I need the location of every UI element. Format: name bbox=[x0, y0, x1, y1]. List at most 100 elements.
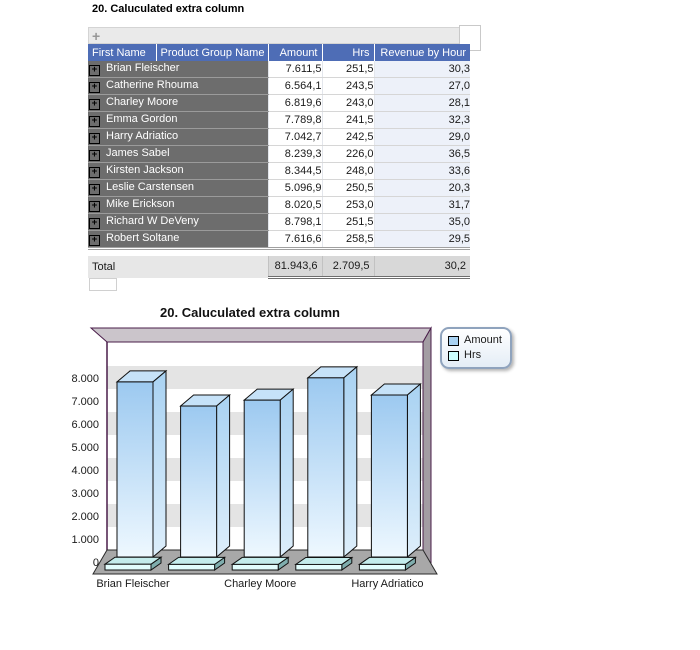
expand-icon[interactable]: + bbox=[89, 201, 100, 212]
row-revenue: 27,0 bbox=[373, 77, 470, 95]
row-amount: 7.042,7 bbox=[267, 128, 322, 146]
row-hrs: 251,5 bbox=[321, 61, 374, 78]
legend-label-hrs: Hrs bbox=[464, 349, 482, 361]
row-amount: 6.819,6 bbox=[267, 94, 322, 112]
chart-frame-right bbox=[422, 326, 432, 570]
row-hrs: 243,5 bbox=[321, 77, 374, 95]
row-name: Charley Moore bbox=[106, 96, 179, 108]
expand-icon[interactable]: + bbox=[89, 218, 100, 229]
row-name-cell[interactable]: + Richard W DeVeny bbox=[88, 213, 268, 231]
table-row: + Mike Erickson 8.020,5 253,0 31,7 bbox=[88, 196, 470, 214]
y-tick-label: 7.000 bbox=[71, 396, 99, 408]
row-hrs: 248,0 bbox=[321, 162, 374, 180]
spacer-row bbox=[88, 248, 470, 256]
row-name-cell[interactable]: + Catherine Rhouma bbox=[88, 77, 268, 95]
expand-icon[interactable]: + bbox=[89, 65, 100, 76]
row-name: Leslie Carstensen bbox=[106, 181, 195, 193]
row-revenue: 33,6 bbox=[373, 162, 470, 180]
expand-icon[interactable]: + bbox=[89, 116, 100, 127]
chart-legend: Amount Hrs bbox=[440, 327, 512, 369]
row-name: Harry Adriatico bbox=[106, 130, 179, 142]
expand-icon[interactable]: + bbox=[89, 150, 100, 161]
spacer-cell bbox=[88, 248, 470, 256]
table-body: + Brian Fleischer 7.611,5 251,5 30,3 + Catheri… bbox=[88, 61, 470, 250]
footer-empty-cell bbox=[89, 278, 117, 291]
row-name: Catherine Rhouma bbox=[106, 79, 199, 91]
row-name-cell[interactable]: + Emma Gordon bbox=[88, 111, 268, 129]
expand-icon[interactable]: + bbox=[89, 99, 100, 110]
row-amount: 7.789,8 bbox=[267, 111, 322, 129]
row-revenue: 28,1 bbox=[373, 94, 470, 112]
y-tick-label: 4.000 bbox=[71, 465, 99, 477]
expand-icon[interactable]: + bbox=[89, 133, 100, 144]
row-amount: 8.798,1 bbox=[267, 213, 322, 231]
table-title: 20. Caluculated extra column bbox=[92, 3, 245, 15]
table-row: + Charley Moore 6.819,6 243,0 28,1 bbox=[88, 94, 470, 112]
row-amount: 6.564,1 bbox=[267, 77, 322, 95]
amount-bar-2 bbox=[242, 388, 295, 559]
x-tick-label: Brian Fleischer bbox=[96, 578, 170, 590]
row-hrs: 243,0 bbox=[321, 94, 374, 112]
row-amount: 8.239,3 bbox=[267, 145, 322, 163]
table-toolbar: + bbox=[88, 27, 460, 44]
row-revenue: 29,0 bbox=[373, 128, 470, 146]
col-header-product-group[interactable]: Product Group Name bbox=[156, 44, 269, 61]
expand-icon[interactable]: + bbox=[89, 184, 100, 195]
row-name-cell[interactable]: + Charley Moore bbox=[88, 94, 268, 112]
x-tick-label: Charley Moore bbox=[224, 578, 296, 590]
y-tick-label: 0 bbox=[93, 557, 99, 569]
y-tick-label: 1.000 bbox=[71, 534, 99, 546]
chart-title: 20. Caluculated extra column bbox=[160, 305, 340, 320]
row-revenue: 35,0 bbox=[373, 213, 470, 231]
add-column-icon[interactable]: + bbox=[92, 28, 101, 44]
col-header-hrs[interactable]: Hrs bbox=[322, 44, 375, 61]
expand-icon[interactable]: + bbox=[89, 235, 100, 246]
row-name-cell[interactable]: + Leslie Carstensen bbox=[88, 179, 268, 197]
legend-item-hrs: Hrs bbox=[448, 348, 502, 363]
row-name-cell[interactable]: + Mike Erickson bbox=[88, 196, 268, 214]
table-row: + Richard W DeVeny 8.798,1 251,5 35,0 bbox=[88, 213, 470, 231]
hrs-bar-1 bbox=[167, 556, 227, 571]
total-row: Total 81.943,6 2.709,5 30,2 bbox=[88, 256, 470, 279]
row-name: Mike Erickson bbox=[106, 198, 175, 210]
row-revenue: 30,3 bbox=[373, 61, 470, 78]
row-name-cell[interactable]: + Harry Adriatico bbox=[88, 128, 268, 146]
y-tick-label: 6.000 bbox=[71, 419, 99, 431]
row-name: Richard W DeVeny bbox=[106, 215, 199, 227]
col-header-first-name[interactable]: First Name bbox=[88, 44, 157, 61]
y-tick-label: 3.000 bbox=[71, 488, 99, 500]
amount-bar-1 bbox=[179, 393, 231, 559]
data-table: First Name Product Group Name Amount Hrs… bbox=[88, 44, 470, 279]
row-hrs: 253,0 bbox=[321, 196, 374, 214]
table-row: + Leslie Carstensen 5.096,9 250,5 20,3 bbox=[88, 179, 470, 197]
hrs-bar-3 bbox=[294, 556, 354, 571]
row-name: Robert Soltane bbox=[106, 232, 180, 244]
table-row: + Brian Fleischer 7.611,5 251,5 30,3 bbox=[88, 61, 470, 78]
col-header-revenue[interactable]: Revenue by Hour bbox=[374, 44, 470, 61]
row-amount: 8.344,5 bbox=[267, 162, 322, 180]
row-name: James Sabel bbox=[106, 147, 170, 159]
row-hrs: 226,0 bbox=[321, 145, 374, 163]
total-hrs: 2.709,5 bbox=[321, 256, 374, 279]
total-revenue: 30,2 bbox=[373, 256, 470, 279]
row-name-cell[interactable]: + Robert Soltane bbox=[88, 230, 268, 250]
table-header-row: First Name Product Group Name Amount Hrs… bbox=[88, 44, 470, 61]
row-amount: 7.611,5 bbox=[267, 61, 322, 78]
y-tick-label: 8.000 bbox=[71, 373, 99, 385]
amount-bar-0 bbox=[115, 369, 168, 559]
total-label: Total bbox=[88, 256, 268, 278]
row-name-cell[interactable]: + James Sabel bbox=[88, 145, 268, 163]
hrs-bar-2 bbox=[230, 556, 290, 571]
col-header-amount[interactable]: Amount bbox=[268, 44, 323, 61]
total-amount: 81.943,6 bbox=[267, 256, 322, 279]
expand-icon[interactable]: + bbox=[89, 82, 100, 93]
row-name: Emma Gordon bbox=[106, 113, 178, 125]
expand-icon[interactable]: + bbox=[89, 167, 100, 178]
chart-frame-top bbox=[89, 327, 432, 343]
row-amount: 8.020,5 bbox=[267, 196, 322, 214]
row-name-cell[interactable]: + Brian Fleischer bbox=[88, 61, 268, 78]
hrs-bar-4 bbox=[357, 556, 417, 571]
y-tick-label: 2.000 bbox=[71, 511, 99, 523]
row-name-cell[interactable]: + Kirsten Jackson bbox=[88, 162, 268, 180]
row-revenue: 36,5 bbox=[373, 145, 470, 163]
